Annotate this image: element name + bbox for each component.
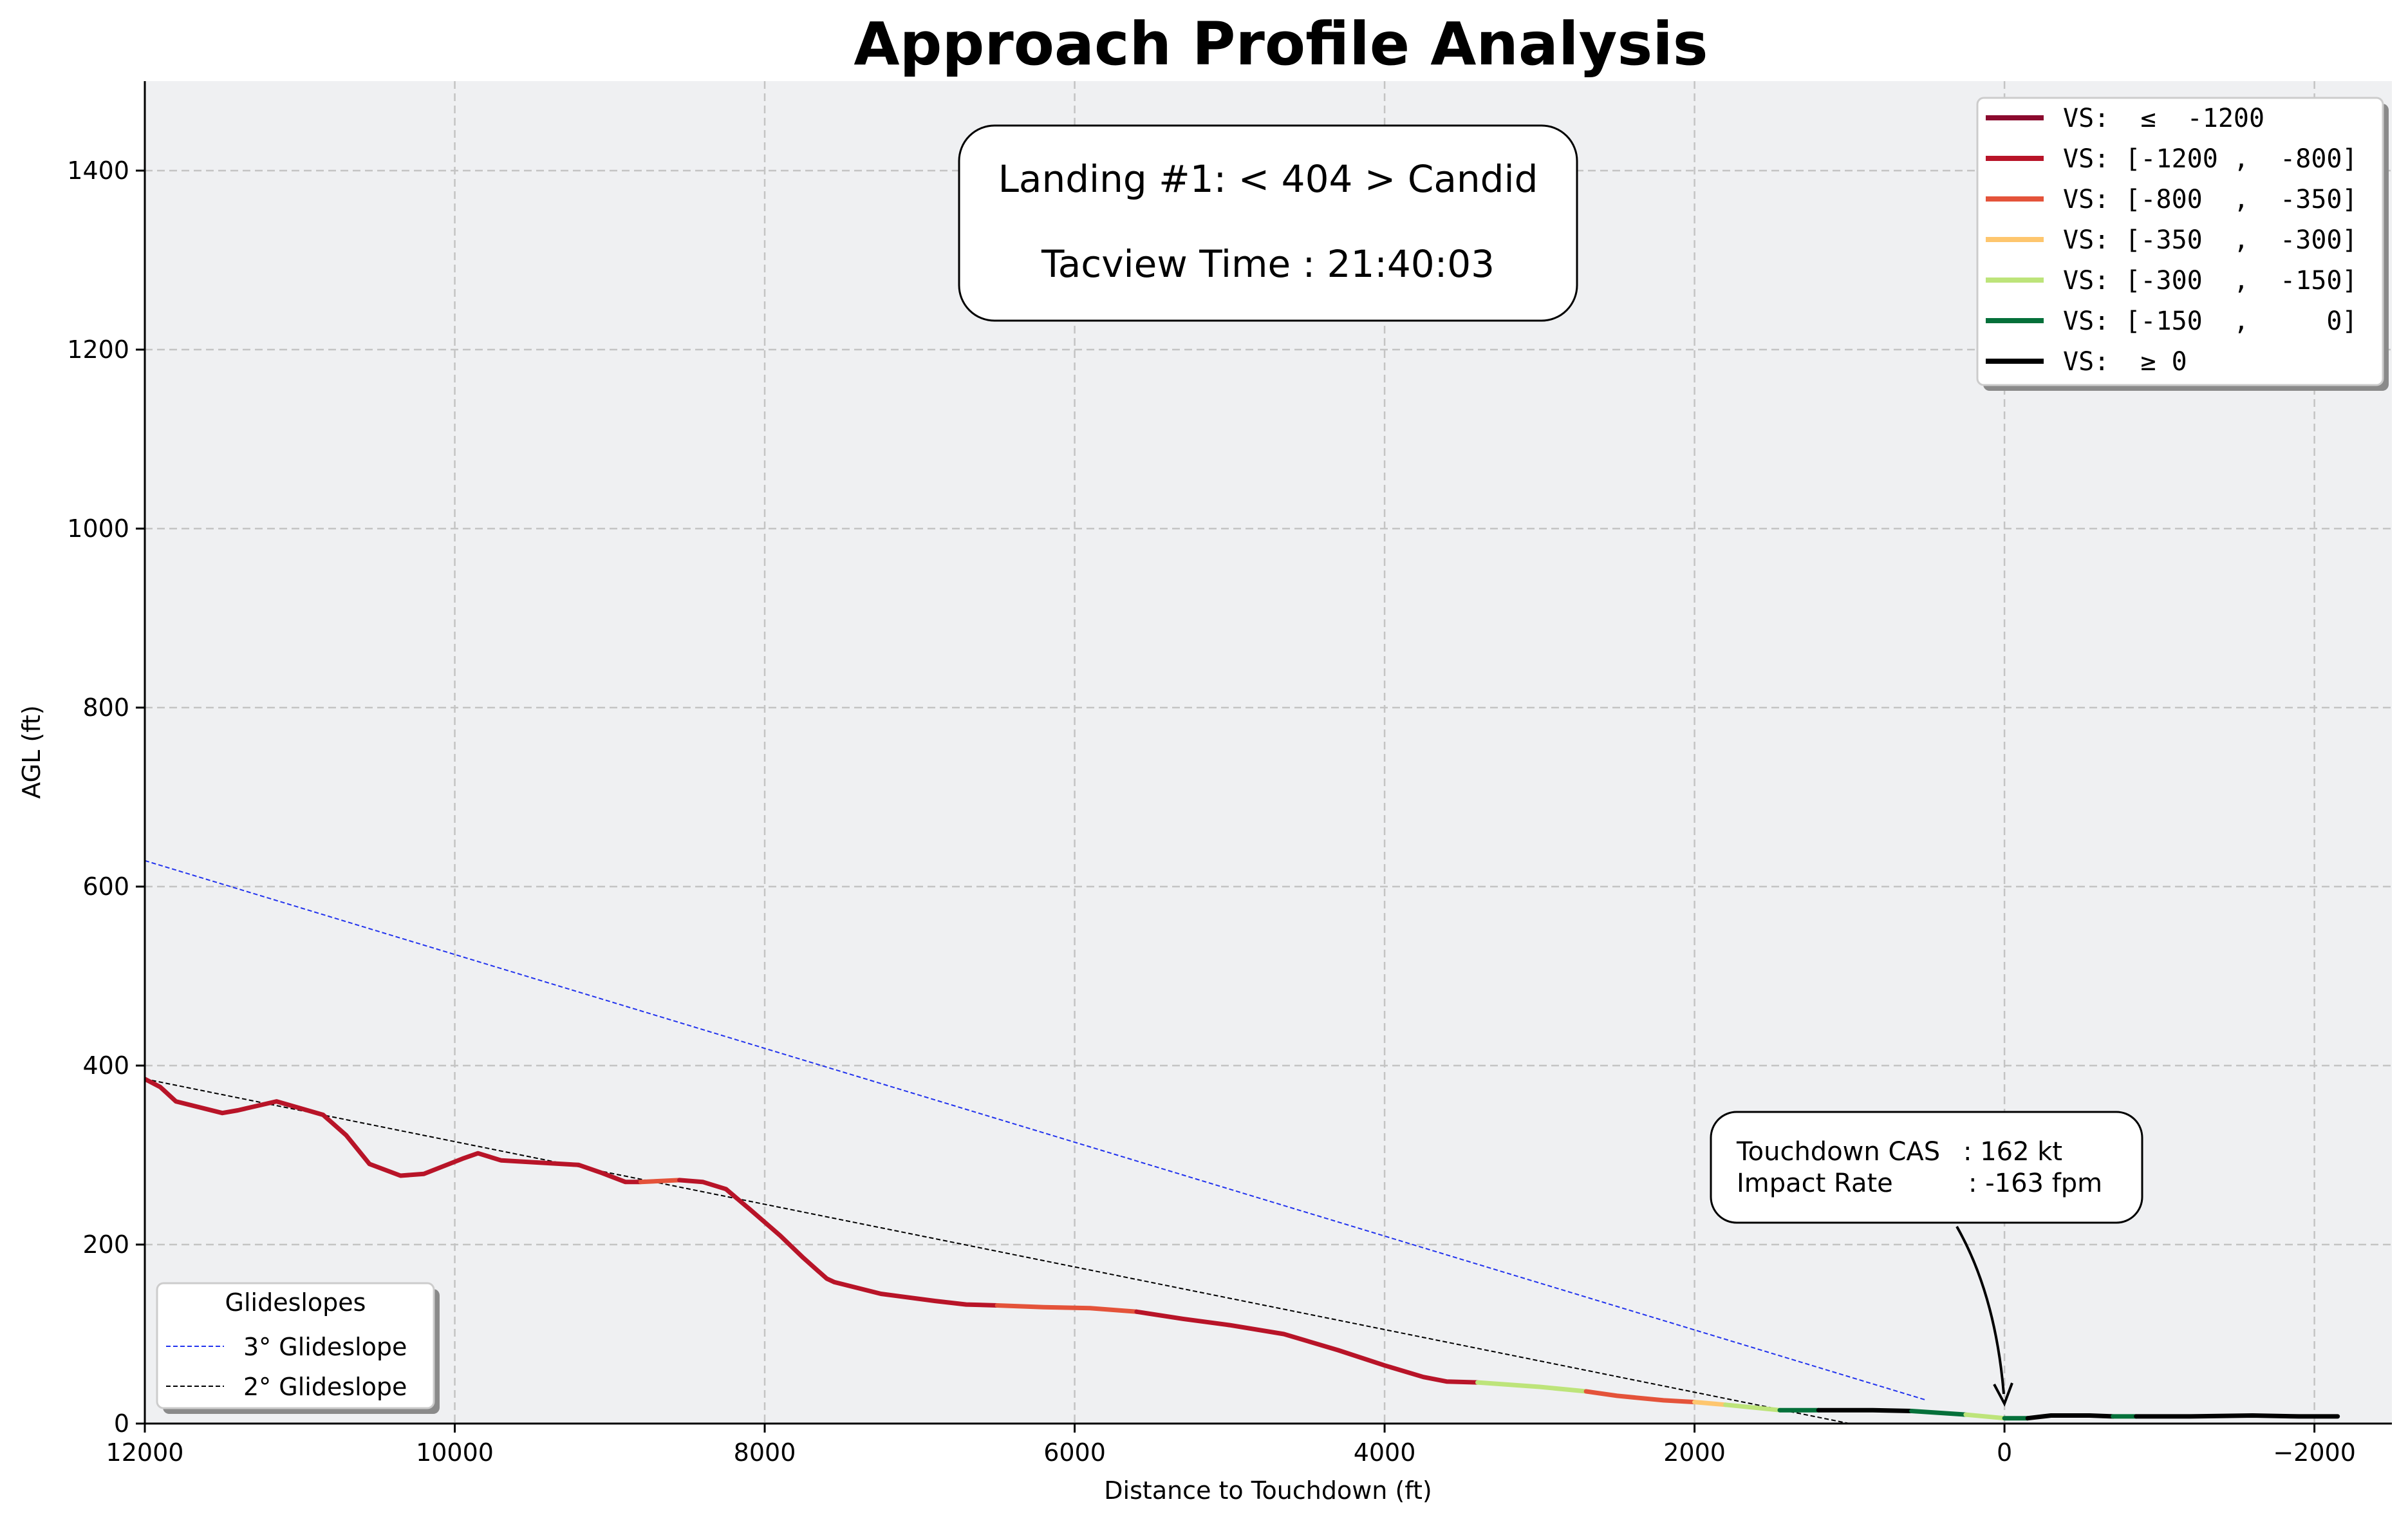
- flight-path-segment: [1723, 1402, 1782, 1413]
- glideslope-legend-title: Glideslopes: [225, 1288, 366, 1317]
- vs-legend: VS: ≤ -1200 VS: [-1200 , -800] VS: [-800 ,…: [1976, 97, 2389, 391]
- flight-path-segment: [1909, 1409, 1968, 1417]
- chart-title: Approach Profile Analysis: [854, 10, 1708, 79]
- impact-rate-value: : -163 fpm: [1968, 1169, 2102, 1198]
- touchdown-annotation: Touchdown CAS : 162 kt Impact Rate : -16…: [1710, 1111, 2143, 1407]
- y-axis-label: AGL (ft): [17, 705, 46, 798]
- flight-path-segment: [994, 1303, 1139, 1314]
- y-tick-label: 200: [82, 1230, 129, 1259]
- y-tick-label: 1200: [67, 335, 129, 364]
- vs-legend-label: VS: ≤ -1200: [2063, 104, 2264, 133]
- y-tick-label: 1000: [67, 514, 129, 543]
- vs-legend-label: VS: [-350 , -300]: [2063, 225, 2358, 255]
- vs-legend-label: VS: ≥ 0: [2063, 347, 2187, 377]
- x-tick-label: 8000: [734, 1438, 796, 1467]
- x-axis-label: Distance to Touchdown (ft): [1104, 1476, 1432, 1505]
- x-tick-label: 12000: [106, 1438, 184, 1467]
- flight-path-segment: [638, 1178, 682, 1185]
- annotation-arrow: [1955, 1226, 2005, 1395]
- y-tick-label: 600: [82, 872, 129, 901]
- x-tick-label: 10000: [416, 1438, 494, 1467]
- x-tick-label: −2000: [2273, 1438, 2356, 1467]
- flight-path-segment: [1475, 1380, 1589, 1394]
- y-tick-label: 400: [82, 1051, 129, 1080]
- glideslope-legend-label: 2° Glideslope: [243, 1373, 407, 1401]
- flight-path-segment: [1583, 1389, 1697, 1405]
- x-tick-label: 4000: [1354, 1438, 1416, 1467]
- tacview-time: Tacview Time : 21:40:03: [1041, 242, 1495, 286]
- x-tick-label: 6000: [1043, 1438, 1106, 1467]
- glideslope-legend-label: 3° Glideslope: [243, 1333, 407, 1361]
- flight-path-segment: [145, 1077, 643, 1185]
- y-tick-label: 1400: [67, 156, 129, 185]
- glideslope-legend: Glideslopes 3° Glideslope 2° Glideslope: [156, 1282, 440, 1414]
- impact-rate-label: Impact Rate: [1737, 1169, 1893, 1198]
- vs-legend-label: VS: [-150 , 0]: [2063, 306, 2358, 336]
- flight-path-segment: [1963, 1412, 2007, 1421]
- y-tick-label: 800: [82, 693, 129, 722]
- vs-legend-label: VS: [-300 , -150]: [2063, 266, 2358, 296]
- flight-path-segment: [1134, 1309, 1480, 1385]
- landing-label: Landing #1: < 404 > Candid: [998, 157, 1538, 201]
- flight-path-segment: [677, 1178, 1000, 1308]
- landing-info-box: Landing #1: < 404 > Candid Tacview Time …: [958, 124, 1578, 322]
- flight-path-segment: [1816, 1407, 1914, 1413]
- vs-legend-label: VS: [-800 , -350]: [2063, 185, 2358, 214]
- vs-legend-label: VS: [-1200 , -800]: [2063, 144, 2358, 174]
- axis-ticks: 12000 10000 8000 6000 4000 2000 0 −2000 0 200 400 6…: [67, 156, 2356, 1467]
- glideslope-lines: [145, 860, 1927, 1424]
- annotation-arrowhead: [1993, 1382, 2013, 1407]
- flight-path-segment: [1692, 1400, 1728, 1407]
- x-tick-label: 0: [1997, 1438, 2012, 1467]
- y-tick-label: 0: [114, 1409, 129, 1438]
- glideslope-line-3deg: [145, 860, 1927, 1401]
- flight-path-segment: [2025, 1413, 2116, 1421]
- touchdown-cas-value: : 162 kt: [1963, 1137, 2062, 1167]
- flight-path: [145, 1077, 2340, 1421]
- x-tick-label: 2000: [1663, 1438, 1726, 1467]
- touchdown-cas-label: Touchdown CAS: [1736, 1137, 1940, 1167]
